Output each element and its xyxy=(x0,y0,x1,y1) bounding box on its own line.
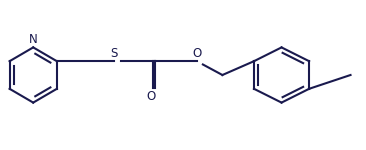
Text: O: O xyxy=(147,90,156,103)
Text: N: N xyxy=(29,33,38,46)
Text: S: S xyxy=(110,47,118,60)
Text: O: O xyxy=(192,47,201,60)
